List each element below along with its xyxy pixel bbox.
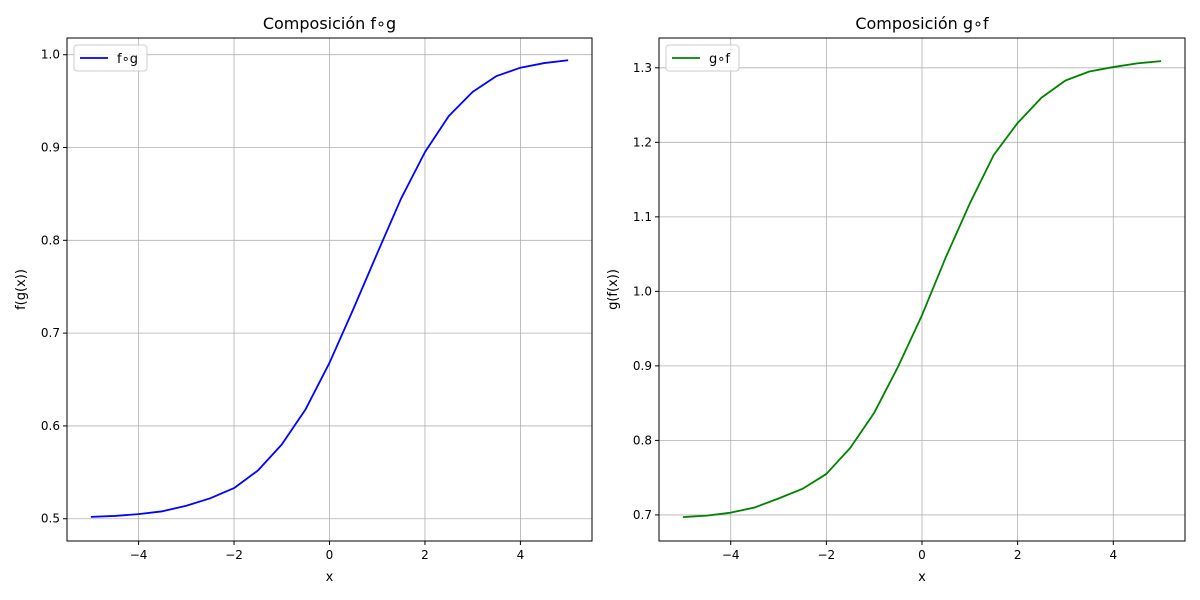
y-tick-label: 1.0 bbox=[41, 48, 60, 62]
y-tick-label: 1.0 bbox=[633, 284, 652, 298]
y-tick-label: 0.7 bbox=[633, 508, 652, 522]
series-line-1 bbox=[682, 60, 1162, 519]
x-tick-label: 0 bbox=[326, 548, 334, 562]
y-tick-label: 0.9 bbox=[633, 359, 652, 373]
legend: g∘f bbox=[665, 44, 740, 72]
x-tick-label: −4 bbox=[130, 548, 148, 562]
chart-title: Composición f∘g bbox=[263, 14, 396, 33]
x-tick-label: −2 bbox=[818, 548, 836, 562]
series-line-1 bbox=[90, 59, 569, 518]
y-axis-label: g(f(x)) bbox=[606, 269, 621, 310]
legend: f∘g bbox=[73, 44, 148, 72]
x-tick-label: −4 bbox=[722, 548, 740, 562]
x-tick-label: 4 bbox=[517, 548, 525, 562]
y-tick-label: 0.9 bbox=[41, 141, 60, 155]
x-tick-label: −2 bbox=[225, 548, 243, 562]
y-tick-label: 0.6 bbox=[41, 419, 60, 433]
y-tick-label: 1.1 bbox=[633, 210, 652, 224]
y-tick-label: 0.8 bbox=[633, 433, 652, 447]
legend-box bbox=[73, 44, 148, 72]
legend-label: g∘f bbox=[709, 52, 730, 67]
legend-box bbox=[665, 44, 740, 72]
chart-title: Composición g∘f bbox=[855, 14, 989, 33]
y-tick-label: 0.5 bbox=[41, 512, 60, 526]
x-tick-label: 0 bbox=[918, 548, 926, 562]
x-axis-label: x bbox=[918, 570, 926, 585]
chart-panel-2: −4 −2 0 2 4 0.7 0.8 0.9 1.0 1.1 1.2 1.3 Composición … bbox=[606, 14, 1186, 585]
y-tick-label: 1.3 bbox=[633, 61, 652, 75]
x-tick-label: 2 bbox=[421, 548, 429, 562]
y-tick-label: 0.7 bbox=[41, 326, 60, 340]
legend-label: f∘g bbox=[117, 52, 138, 67]
chart-panel-1: −4 −2 0 2 4 0.5 0.6 0.7 0.8 0.9 1.0 Composición f∘g… bbox=[14, 14, 593, 585]
y-tick-label: 0.8 bbox=[41, 233, 60, 247]
y-axis-label: f(g(x)) bbox=[14, 269, 29, 310]
x-tick-label: 2 bbox=[1014, 548, 1022, 562]
x-axis-label: x bbox=[326, 570, 334, 585]
x-tick-label: 4 bbox=[1109, 548, 1117, 562]
y-tick-label: 1.2 bbox=[633, 135, 652, 149]
